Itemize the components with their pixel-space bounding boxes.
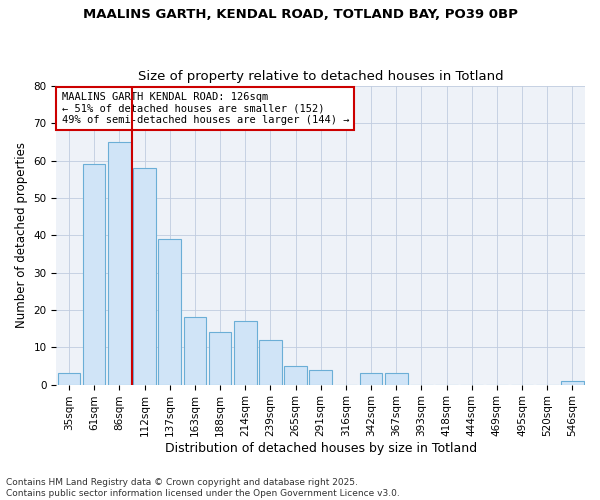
X-axis label: Distribution of detached houses by size in Totland: Distribution of detached houses by size … xyxy=(164,442,477,455)
Text: Contains HM Land Registry data © Crown copyright and database right 2025.
Contai: Contains HM Land Registry data © Crown c… xyxy=(6,478,400,498)
Bar xyxy=(184,318,206,384)
Bar xyxy=(385,374,407,384)
Bar xyxy=(58,374,80,384)
Bar xyxy=(234,321,257,384)
Bar xyxy=(158,239,181,384)
Bar xyxy=(259,340,281,384)
Title: Size of property relative to detached houses in Totland: Size of property relative to detached ho… xyxy=(138,70,503,84)
Bar xyxy=(83,164,106,384)
Bar xyxy=(284,366,307,384)
Text: MAALINS GARTH, KENDAL ROAD, TOTLAND BAY, PO39 0BP: MAALINS GARTH, KENDAL ROAD, TOTLAND BAY,… xyxy=(83,8,517,20)
Bar xyxy=(310,370,332,384)
Bar xyxy=(209,332,232,384)
Bar xyxy=(561,381,584,384)
Bar xyxy=(108,142,131,384)
Bar xyxy=(360,374,382,384)
Text: MAALINS GARTH KENDAL ROAD: 126sqm
← 51% of detached houses are smaller (152)
49%: MAALINS GARTH KENDAL ROAD: 126sqm ← 51% … xyxy=(62,92,349,125)
Bar xyxy=(133,168,156,384)
Y-axis label: Number of detached properties: Number of detached properties xyxy=(15,142,28,328)
